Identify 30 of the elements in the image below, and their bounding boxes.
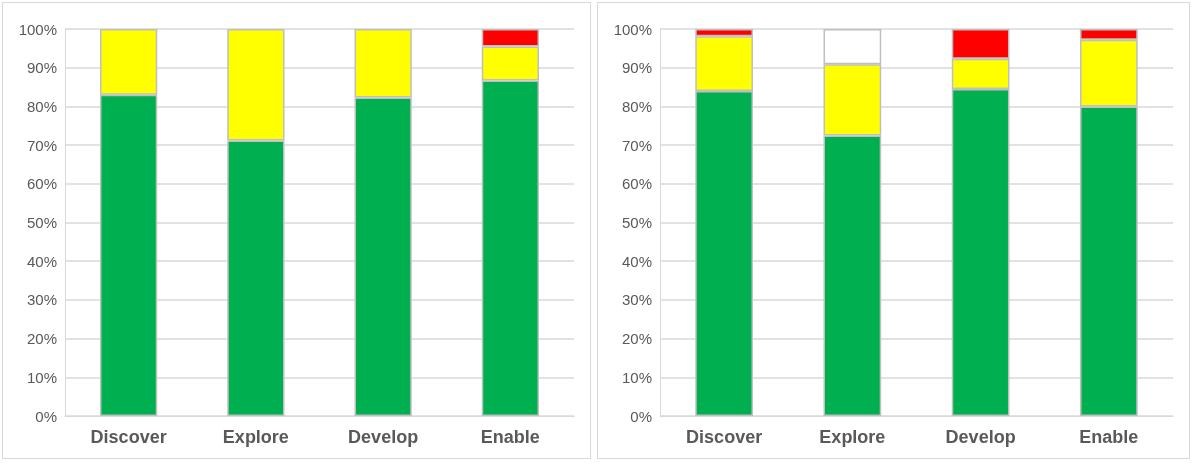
- x-tick-label: Enable: [1079, 427, 1139, 447]
- y-tick-label: 30%: [26, 291, 57, 309]
- y-tick-label: 50%: [621, 214, 652, 231]
- y-tick-label: 10%: [621, 368, 652, 386]
- y-tick-label: 70%: [26, 136, 57, 154]
- y-tick-label: 0%: [35, 407, 57, 425]
- x-tick-label: Develop: [348, 427, 419, 447]
- y-tick-label: 20%: [26, 330, 57, 348]
- x-tick-label: Develop: [945, 427, 1016, 447]
- y-tick-label: 40%: [621, 252, 652, 270]
- y-tick-label: 30%: [621, 291, 652, 309]
- y-tick-label: 100%: [18, 20, 57, 38]
- y-tick-label: 80%: [26, 97, 57, 115]
- y-tick-label: 80%: [621, 97, 652, 115]
- y-tick-label: 90%: [26, 59, 57, 77]
- x-tick-label: Explore: [222, 427, 289, 447]
- x-tick-label: Explore: [819, 427, 886, 447]
- y-tick-label: 90%: [621, 59, 652, 77]
- y-tick-label: 60%: [26, 175, 57, 193]
- y-tick-label: 40%: [26, 252, 57, 270]
- y-tick-label: 0%: [630, 407, 652, 425]
- y-tick-label: 70%: [621, 136, 652, 154]
- x-tick-label: Enable: [480, 427, 540, 447]
- x-tick-label: Discover: [686, 427, 763, 447]
- x-tick-label: Discover: [90, 427, 167, 447]
- y-tick-label: 20%: [621, 330, 652, 348]
- y-tick-label: 10%: [26, 368, 57, 386]
- y-tick-label: 50%: [26, 214, 57, 231]
- y-tick-label: 100%: [613, 20, 652, 38]
- y-tick-label: 60%: [621, 175, 652, 193]
